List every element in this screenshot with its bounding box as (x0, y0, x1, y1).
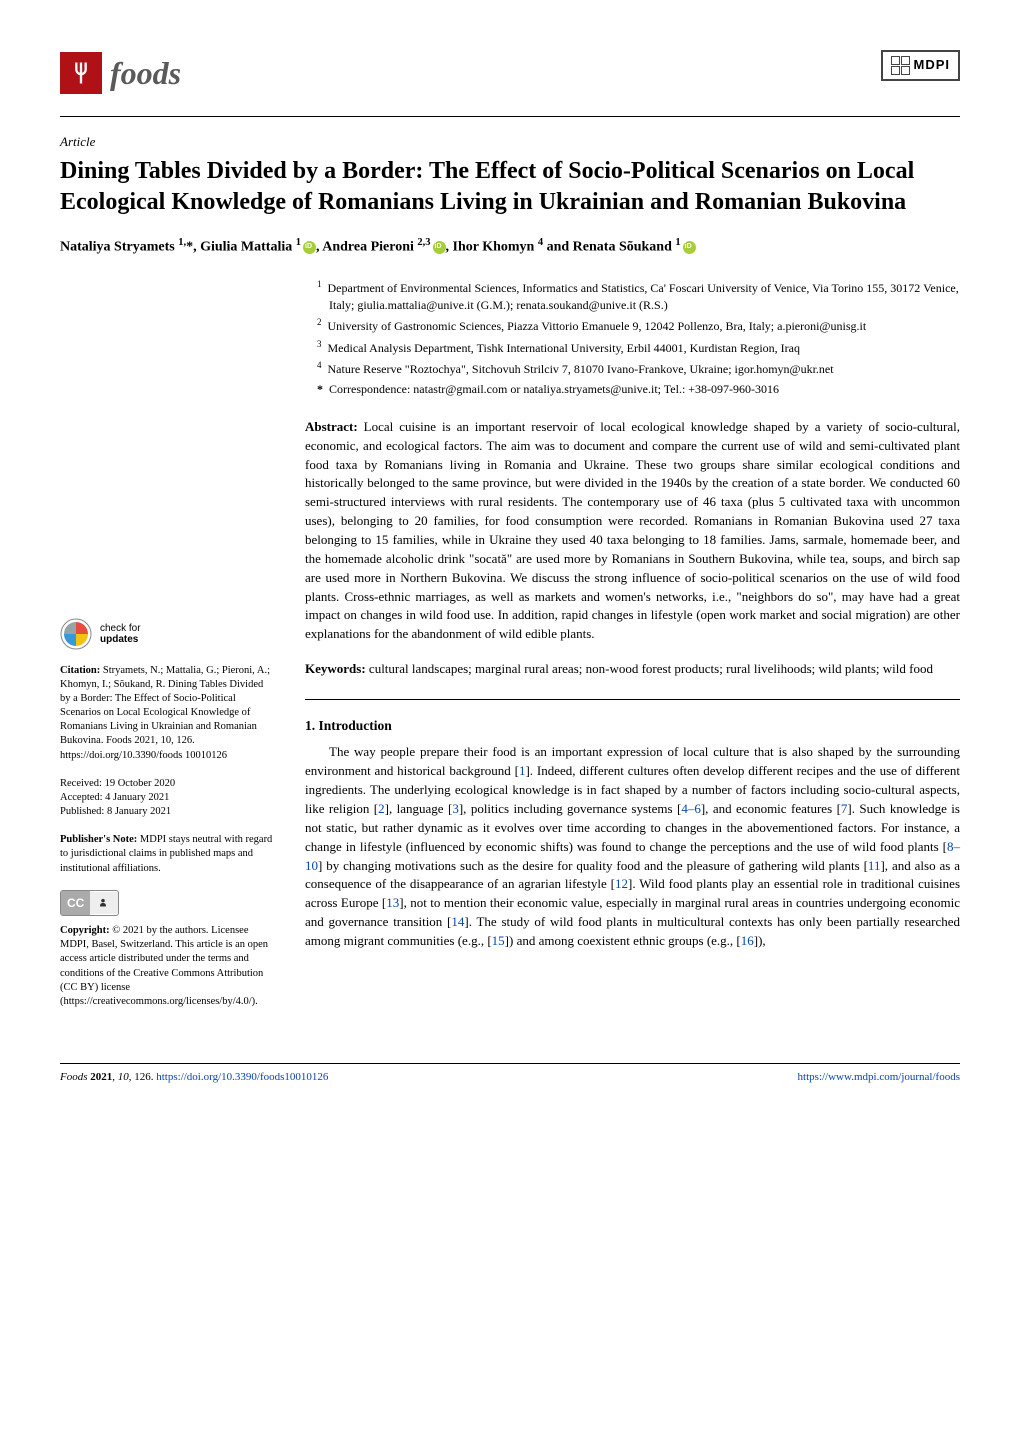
abstract-text: Local cuisine is an important reservoir … (305, 419, 960, 641)
accepted-date: Accepted: 4 January 2021 (60, 791, 275, 805)
correspondence: * Correspondence: natastr@gmail.com or n… (317, 381, 960, 398)
affiliation-item: 1 Department of Environmental Sciences, … (317, 278, 960, 315)
affiliations: 1 Department of Environmental Sciences, … (305, 278, 960, 398)
publishers-note-block: Publisher's Note: MDPI stays neutral wit… (60, 833, 275, 876)
affiliation-item: 3 Medical Analysis Department, Tishk Int… (317, 338, 960, 357)
abstract-label: Abstract: (305, 419, 358, 434)
published-date: Published: 8 January 2021 (60, 805, 275, 819)
article-title: Dining Tables Divided by a Border: The E… (60, 156, 960, 218)
main-grid: check for updates Citation: Stryamets, N… (60, 278, 960, 1023)
keywords: Keywords: cultural landscapes; marginal … (305, 660, 960, 679)
copyright-text: © 2021 by the authors. Licensee MDPI, Ba… (60, 925, 268, 1007)
check-line2: updates (100, 634, 141, 645)
footer-link: https://www.mdpi.com/journal/foods (798, 1071, 960, 1083)
page-footer: Foods 2021, 10, 126. https://doi.org/10.… (60, 1063, 960, 1086)
affiliation-item: 4 Nature Reserve "Roztochya", Sitchovuh … (317, 359, 960, 378)
check-updates-text: check for updates (100, 623, 141, 645)
received-date: Received: 19 October 2020 (60, 777, 275, 791)
journal-logo: foods (60, 50, 181, 96)
sidebar: check for updates Citation: Stryamets, N… (60, 278, 275, 1023)
citation-text: Stryamets, N.; Mattalia, G.; Pieroni, A.… (60, 665, 270, 761)
citation-block: Citation: Stryamets, N.; Mattalia, G.; P… (60, 664, 275, 763)
dates-block: Received: 19 October 2020 Accepted: 4 Ja… (60, 777, 275, 820)
page-header: foods MDPI (60, 50, 960, 96)
author-list: Nataliya Stryamets 1,*, Giulia Mattalia … (60, 235, 960, 258)
footer-left: Foods 2021, 10, 126. https://doi.org/10.… (60, 1070, 328, 1086)
check-for-updates[interactable]: check for updates (60, 618, 275, 650)
copyright-label: Copyright: (60, 925, 110, 936)
affiliation-item: 2 University of Gastronomic Sciences, Pi… (317, 316, 960, 335)
section-title: Introduction (319, 718, 392, 733)
cc-by-badge[interactable]: CC (60, 890, 119, 916)
section-heading: 1. Introduction (305, 716, 960, 736)
pubnote-label: Publisher's Note: (60, 834, 137, 845)
mdpi-boxes-icon (891, 56, 910, 75)
cc-right (90, 892, 118, 914)
crossmark-icon (60, 618, 92, 650)
abstract: Abstract: Local cuisine is an important … (305, 418, 960, 644)
keywords-label: Keywords: (305, 661, 366, 676)
keywords-text: cultural landscapes; marginal rural area… (369, 661, 933, 676)
mdpi-logo: MDPI (881, 50, 961, 81)
license-block: CC Copyright: © 2021 by the authors. Lic… (60, 890, 275, 1009)
foods-logo-icon (60, 52, 102, 94)
publisher-name: MDPI (914, 56, 951, 75)
journal-name: foods (110, 50, 181, 96)
body-paragraph: The way people prepare their food is an … (305, 743, 960, 950)
check-line1: check for (100, 623, 141, 634)
section-divider (305, 699, 960, 700)
section-number: 1. (305, 718, 315, 733)
top-divider (60, 116, 960, 117)
main-content: 1 Department of Environmental Sciences, … (305, 278, 960, 1023)
footer-right[interactable]: https://www.mdpi.com/journal/foods (798, 1070, 960, 1086)
citation-label: Citation: (60, 665, 100, 676)
article-type: Article (60, 133, 960, 152)
cc-left: CC (61, 891, 90, 915)
